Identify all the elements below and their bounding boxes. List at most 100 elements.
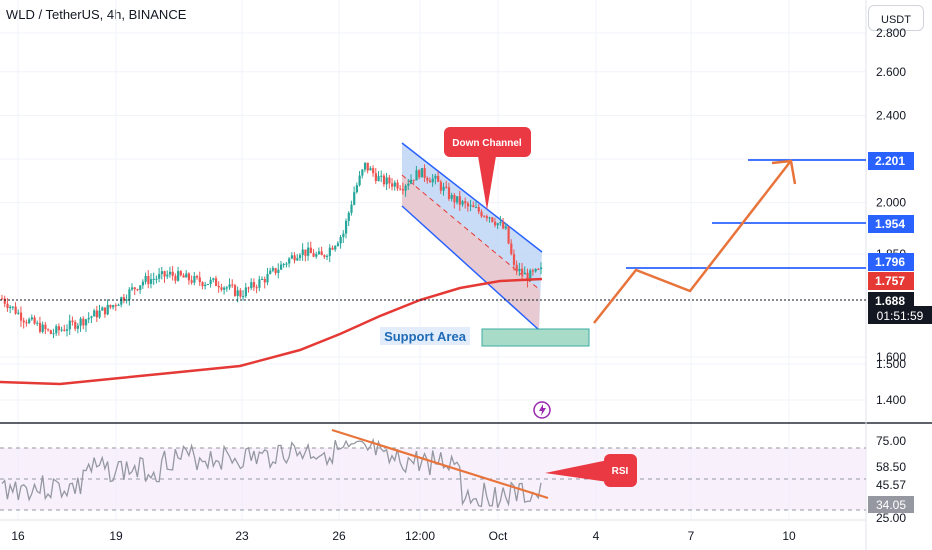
time-scale[interactable]: 16 19 23 26 12:00 Oct 4 7 10 [11, 529, 796, 543]
candle-body [166, 274, 169, 277]
candle-body [109, 304, 112, 308]
candle-body [529, 270, 532, 282]
candle-body [152, 278, 155, 280]
candle-body [298, 255, 302, 259]
candle-body [57, 326, 61, 331]
candle-body [344, 220, 348, 234]
candle-body [450, 195, 453, 199]
candle-body [358, 175, 361, 186]
candle-body [317, 251, 321, 255]
price-tag-value: 2.201 [875, 154, 905, 168]
candle-body [261, 279, 264, 281]
candle-body [201, 282, 204, 287]
rsi-scale[interactable]: 75.00 58.50 45.57 25.00 [876, 434, 906, 525]
candle-body [60, 329, 63, 331]
candle-body [428, 180, 432, 183]
candle-body [255, 287, 258, 289]
candle-body [209, 279, 212, 285]
candle-body [453, 195, 456, 203]
candle-body [76, 325, 80, 329]
time-tick-label: 10 [782, 529, 796, 543]
candle-body [28, 319, 31, 324]
candle-body [182, 275, 185, 278]
candle-body [442, 186, 445, 191]
candle-body [214, 278, 218, 287]
rsi-tick-label: 45.57 [876, 478, 906, 492]
candle-body [136, 289, 139, 291]
candle-body [401, 189, 405, 191]
candle-body [366, 162, 369, 171]
down-channel-callout: Down Channel [444, 127, 531, 210]
candle-body [160, 271, 164, 275]
candle-body [502, 222, 505, 229]
candle-body [1, 298, 4, 300]
candle-body [355, 185, 359, 193]
candle-body [193, 275, 196, 283]
candle-body [407, 183, 410, 186]
candle-body [33, 317, 36, 324]
candle-body [499, 222, 502, 224]
candle-body [361, 169, 364, 176]
candlestick-series [1, 162, 543, 339]
candle-body [228, 284, 231, 288]
candle-body [250, 282, 253, 288]
price-tags: 2.201 1.954 1.796 1.757 1.688 [868, 152, 914, 310]
candle-body [282, 264, 285, 266]
candle-body [269, 270, 272, 274]
candle-body [231, 284, 234, 286]
price-tick-label: 1.600 [876, 350, 906, 364]
candle-body [426, 177, 429, 181]
candle-body [328, 247, 331, 256]
candle-body [122, 297, 126, 301]
lightning-icon[interactable] [533, 401, 551, 419]
support-area-label: Support Area [384, 329, 467, 344]
candle-body [488, 217, 491, 219]
candle-body [177, 271, 180, 281]
support-area-callout: Support Area [380, 327, 470, 345]
candle-body [187, 273, 191, 281]
candle-body [523, 272, 526, 275]
candle-body [106, 304, 109, 315]
candle-body [491, 217, 494, 222]
down-channel-lower-line [401, 205, 540, 331]
currency-button[interactable]: USDT [868, 5, 924, 31]
candle-body [293, 255, 296, 261]
time-tick-label: 16 [11, 529, 25, 543]
candle-body [98, 310, 101, 318]
candle-body [217, 286, 220, 288]
candle-body [71, 320, 74, 322]
candle-body [461, 201, 464, 205]
candle-body [439, 181, 442, 191]
candle-body [9, 306, 12, 309]
candle-body [6, 303, 9, 309]
candle-body [155, 278, 158, 280]
candle-body [3, 298, 6, 304]
candle-body [120, 297, 123, 305]
candle-body [336, 243, 340, 246]
down-channel-upper-line [401, 142, 543, 253]
candle-body [233, 285, 237, 296]
candle-body [537, 268, 540, 270]
time-tick-label: 26 [332, 529, 346, 543]
candle-body [456, 196, 459, 203]
candle-body [206, 284, 210, 286]
candle-body [190, 280, 193, 283]
candle-body [526, 272, 529, 282]
candle-body [464, 201, 467, 204]
candle-body [244, 287, 247, 297]
countdown-text: 01:51:59 [877, 309, 924, 323]
candle-body [466, 203, 470, 207]
candle-body [288, 258, 291, 264]
candle-body [434, 175, 437, 179]
candle-body [382, 175, 386, 185]
candle-body [445, 186, 448, 188]
price-tag: 1.796 [868, 253, 914, 271]
candle-body [242, 296, 245, 298]
rsi-tick-label: 75.00 [876, 434, 906, 448]
candle-body [263, 279, 266, 283]
candle-body [374, 173, 377, 181]
candle-body [79, 318, 82, 326]
candle-body [423, 168, 426, 178]
candle-body [25, 322, 28, 324]
